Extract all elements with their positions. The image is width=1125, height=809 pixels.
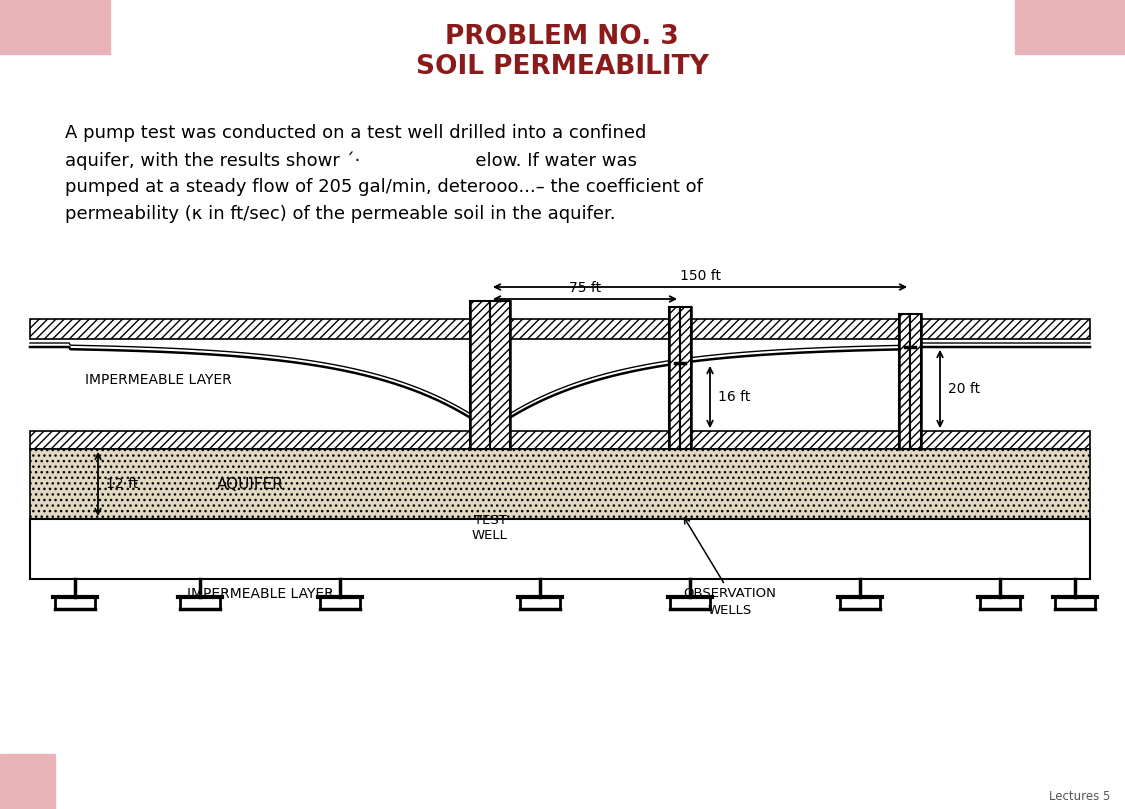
Text: 150 ft: 150 ft xyxy=(680,269,720,283)
Text: AQUIFER: AQUIFER xyxy=(216,477,284,492)
Polygon shape xyxy=(1015,0,1125,54)
Bar xyxy=(899,314,910,449)
Text: IMPERMEABLE LAYER: IMPERMEABLE LAYER xyxy=(86,373,232,387)
Text: permeability (κ in ft/sec) of the permeable soil in the aquifer.: permeability (κ in ft/sec) of the permea… xyxy=(65,205,615,223)
Bar xyxy=(30,319,1090,339)
Text: pumped at a steady flow of 205 gal/min, deterᴏᴏᴏ...– the coefficient of: pumped at a steady flow of 205 gal/min, … xyxy=(65,178,703,196)
Text: 20 ft: 20 ft xyxy=(948,382,980,396)
Text: OBSERVATION
WELLS: OBSERVATION WELLS xyxy=(684,587,776,617)
Text: A pump test was conducted on a test well drilled into a confined: A pump test was conducted on a test well… xyxy=(65,124,647,142)
Text: Lectures 5: Lectures 5 xyxy=(1048,790,1110,803)
Text: 16 ft: 16 ft xyxy=(718,390,750,404)
Bar xyxy=(30,431,1090,449)
Bar xyxy=(30,449,1090,519)
Text: SOIL PERMEABILITY: SOIL PERMEABILITY xyxy=(415,54,709,80)
Bar xyxy=(490,301,510,449)
Text: 12 ft: 12 ft xyxy=(106,477,138,491)
Polygon shape xyxy=(0,754,55,809)
Text: TEST
WELL: TEST WELL xyxy=(472,514,508,542)
Bar xyxy=(680,307,691,449)
Bar xyxy=(470,301,490,449)
Text: aquifer, with the results showr ´·                    elow. If water was: aquifer, with the results showr ´· elow.… xyxy=(65,151,637,170)
Text: IMPERMEABLE LAYER: IMPERMEABLE LAYER xyxy=(187,587,333,601)
Text: PROBLEM NO. 3: PROBLEM NO. 3 xyxy=(446,24,678,50)
Polygon shape xyxy=(0,0,110,54)
Bar xyxy=(669,307,680,449)
Text: 75 ft: 75 ft xyxy=(569,281,601,295)
Bar xyxy=(910,314,921,449)
Bar xyxy=(30,519,1090,579)
